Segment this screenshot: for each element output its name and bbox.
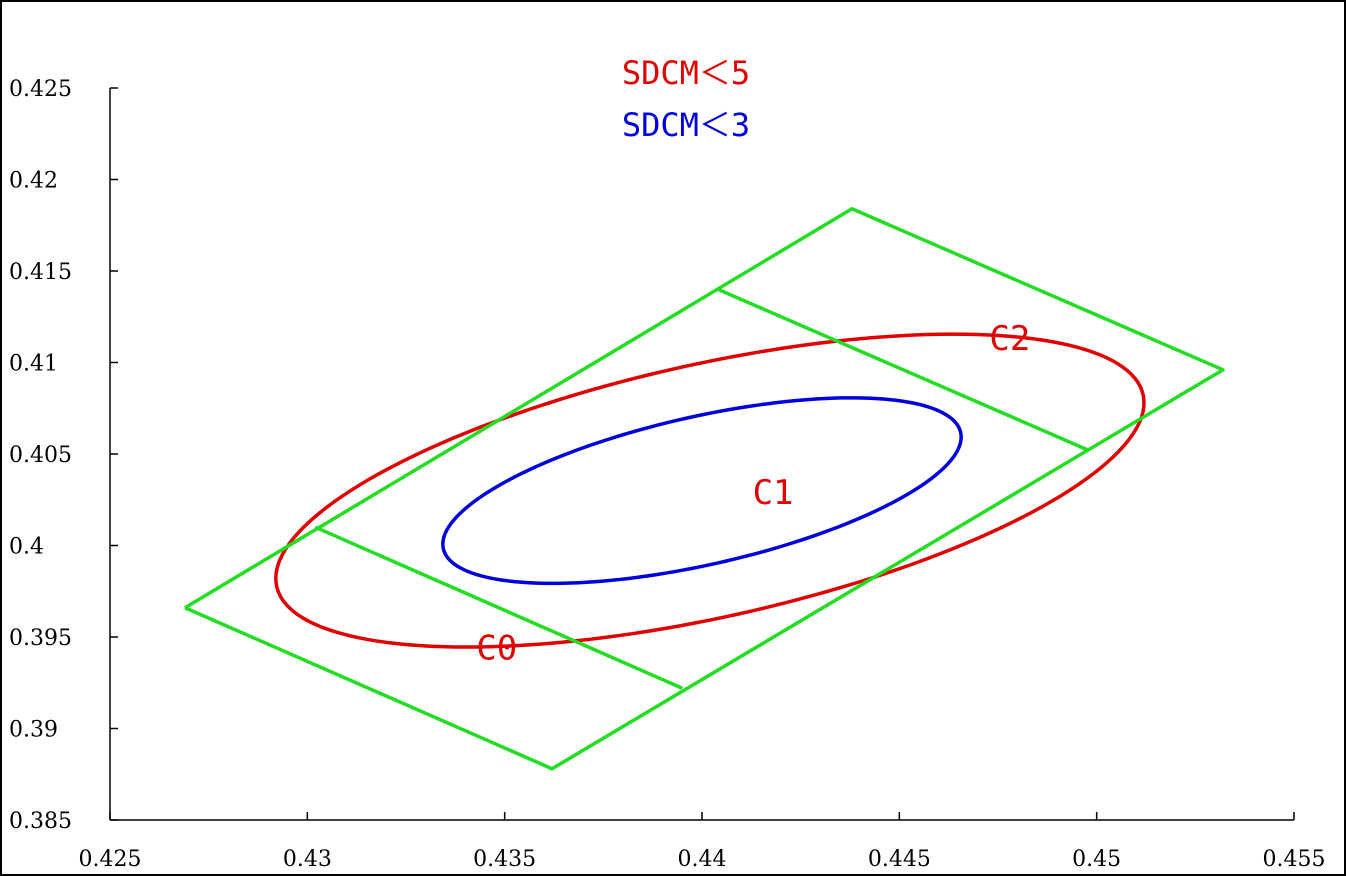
- sdcm3-ellipse: [441, 396, 963, 586]
- legend: SDCM＜5 SDCM＜3: [622, 54, 750, 144]
- x-tick-label: 0.43: [283, 847, 332, 872]
- sdcm5-ellipse: [274, 332, 1146, 649]
- axes: 0.425 0.43 0.435 0.44 0.445 0.45 0.455 0.425 0.4…: [9, 77, 1325, 872]
- y-tick-label: 0.41: [9, 352, 58, 377]
- y-tick-label: 0.405: [9, 443, 72, 468]
- annotations: C0 C1 C2: [476, 319, 1030, 668]
- region-label-c2: C2: [989, 319, 1030, 359]
- tolerance-divider-line: [717, 287, 1090, 452]
- x-tick-label: 0.435: [473, 847, 536, 872]
- tolerance-quadrangle: [184, 207, 1225, 771]
- plot-area: [184, 207, 1225, 771]
- region-label-c0: C0: [476, 628, 517, 668]
- y-tick-label: 0.395: [9, 626, 72, 651]
- x-tick-label: 0.445: [868, 847, 931, 872]
- legend-entry: SDCM＜5: [622, 54, 750, 92]
- y-tick-label: 0.415: [9, 260, 72, 285]
- legend-entry: SDCM＜3: [622, 106, 750, 144]
- y-tick-label: 0.385: [9, 809, 72, 834]
- y-tick-label: 0.4: [9, 535, 44, 560]
- x-tick-label: 0.45: [1072, 847, 1121, 872]
- y-tick-label: 0.425: [9, 77, 72, 102]
- x-tick-label: 0.455: [1263, 847, 1326, 872]
- y-tick-label: 0.42: [9, 169, 58, 194]
- tolerance-divider-line: [314, 525, 683, 690]
- y-tick-label: 0.39: [9, 718, 58, 743]
- x-tick-label: 0.425: [79, 847, 142, 872]
- x-tick-label: 0.44: [678, 847, 727, 872]
- region-label-c1: C1: [753, 473, 794, 513]
